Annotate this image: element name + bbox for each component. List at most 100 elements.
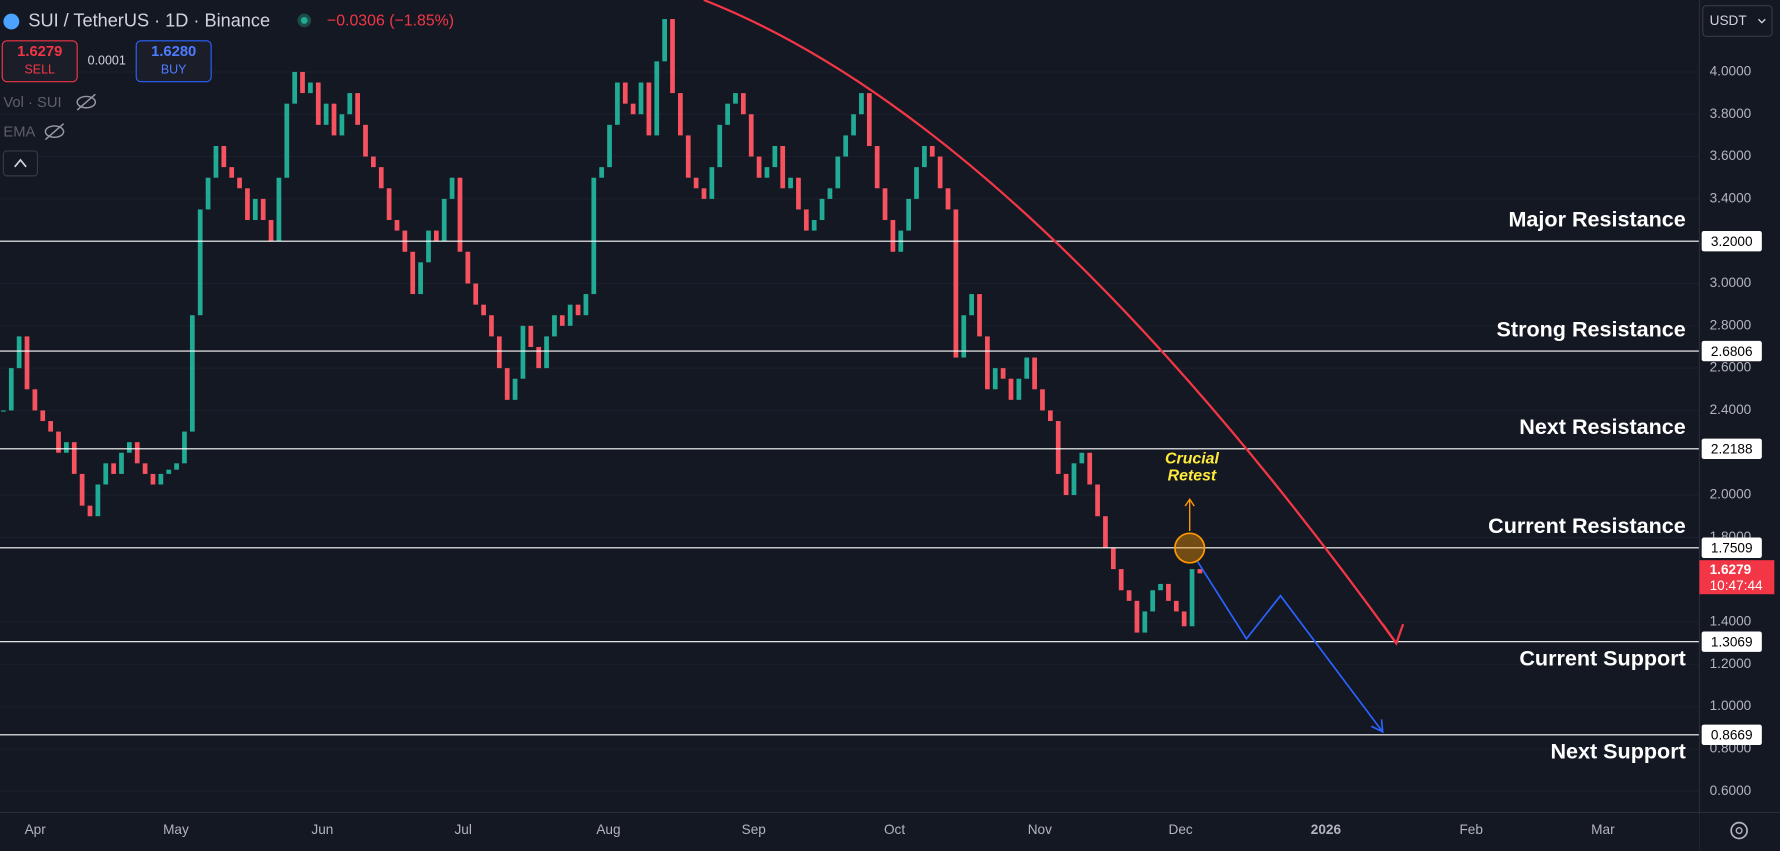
candle-up xyxy=(323,103,329,125)
candle-up xyxy=(961,315,967,358)
candle-down xyxy=(433,230,439,242)
projection-arrow-head xyxy=(1370,719,1384,734)
candle-down xyxy=(229,167,235,178)
y-tick-label: 1.4000 xyxy=(1710,614,1752,629)
hide-icon[interactable] xyxy=(44,123,65,141)
sell-button[interactable] xyxy=(1,40,78,83)
candle-down xyxy=(929,145,935,157)
y-tick-label: 2.0000 xyxy=(1710,487,1752,502)
level-tag xyxy=(1701,537,1762,558)
x-tick-label: May xyxy=(163,822,189,837)
candle-down xyxy=(1055,421,1061,474)
annotation: Retest xyxy=(1168,468,1217,485)
candle-up xyxy=(520,325,526,379)
x-tick-label: Jun xyxy=(311,822,333,837)
candle-up xyxy=(1189,569,1195,627)
candle-up xyxy=(914,167,919,199)
grid xyxy=(0,71,1700,792)
last-price-tag xyxy=(1699,560,1775,595)
candle-up xyxy=(95,484,101,517)
currency-select[interactable] xyxy=(1702,5,1773,37)
candle-down xyxy=(150,473,156,485)
candle-up xyxy=(1024,357,1030,379)
candle-up xyxy=(851,114,856,136)
candle-up xyxy=(1150,590,1156,612)
candle-down xyxy=(977,294,982,337)
candle-down xyxy=(1197,569,1203,574)
level-tag-label: 0.8669 xyxy=(1711,728,1753,743)
candle-up xyxy=(733,93,738,104)
candle-down xyxy=(87,505,93,517)
candles xyxy=(1,19,1203,633)
candle-down xyxy=(378,167,384,189)
candle-up xyxy=(292,71,298,104)
candle-down xyxy=(371,156,376,168)
symbol[interactable]: SUI / TetherUS · 1D · Binance xyxy=(28,10,270,30)
y-tick-label: 1.2000 xyxy=(1710,656,1752,671)
x-tick-label: Dec xyxy=(1169,822,1193,837)
candle-up xyxy=(859,93,864,115)
candle-up xyxy=(638,82,644,115)
candle-up xyxy=(1071,463,1077,496)
candle-down xyxy=(953,209,959,358)
x-tick-label: Aug xyxy=(596,822,620,837)
candle-up xyxy=(544,336,549,369)
candle-up xyxy=(906,198,912,231)
candle-down xyxy=(48,421,53,432)
candle-up xyxy=(843,135,849,157)
candle-up xyxy=(1158,583,1163,591)
candle-down xyxy=(780,145,786,189)
currency: USDT xyxy=(1710,13,1747,28)
candle-down xyxy=(1173,600,1179,612)
candle-down xyxy=(1095,484,1100,517)
candle-up xyxy=(922,145,927,168)
candle-down xyxy=(685,135,691,178)
hide-icon[interactable] xyxy=(76,93,97,111)
candle-down xyxy=(24,336,30,390)
level-name: Major Resistance xyxy=(1508,206,1685,231)
x-tick-label: Sep xyxy=(742,822,766,837)
projection-path xyxy=(1196,561,1384,733)
buy-label: BUY xyxy=(161,63,187,77)
candle-up xyxy=(607,124,612,168)
axis-labels: 4.0000 3.8000 3.6000 3.4000 3.0000 2.8000 2.60… xyxy=(25,64,1752,838)
spread: 0.0001 xyxy=(88,54,126,68)
candle-up xyxy=(182,431,187,464)
candle-down xyxy=(1134,600,1140,633)
candle-down xyxy=(1126,590,1132,601)
level-tag xyxy=(1701,340,1762,362)
candle-up xyxy=(158,473,164,485)
candle-up xyxy=(449,177,455,199)
sell-label: SELL xyxy=(24,63,55,77)
candle-up xyxy=(213,145,219,178)
x-tick-label: 2026 xyxy=(1311,822,1342,837)
y-tick-label: 3.8000 xyxy=(1710,106,1752,121)
candle-up xyxy=(615,82,620,125)
indicator[interactable]: Vol · SUI xyxy=(3,95,61,111)
collapse-icon xyxy=(14,158,27,168)
indicator[interactable]: EMA xyxy=(3,125,35,141)
candle-up xyxy=(583,294,589,316)
candle-up xyxy=(764,167,770,178)
collapse-button[interactable] xyxy=(2,150,39,177)
candle-down xyxy=(32,389,38,411)
buy-button[interactable] xyxy=(135,40,212,83)
candle-up xyxy=(16,336,22,369)
candle-down xyxy=(559,315,565,326)
settings-button[interactable] xyxy=(1730,821,1748,840)
y-tick-label: 3.6000 xyxy=(1710,148,1752,163)
candle-up xyxy=(441,198,447,242)
candle-down xyxy=(1181,611,1187,627)
candle-up xyxy=(552,315,557,337)
candle-down xyxy=(504,368,510,400)
candle-up xyxy=(992,368,998,390)
candle-up xyxy=(1079,452,1085,464)
candle-up xyxy=(126,442,132,453)
candle-down xyxy=(260,198,266,221)
candle-down xyxy=(355,93,360,125)
candle-down xyxy=(1110,547,1116,570)
candle-down xyxy=(536,346,542,369)
y-tick-label: 2.8000 xyxy=(1710,317,1752,332)
